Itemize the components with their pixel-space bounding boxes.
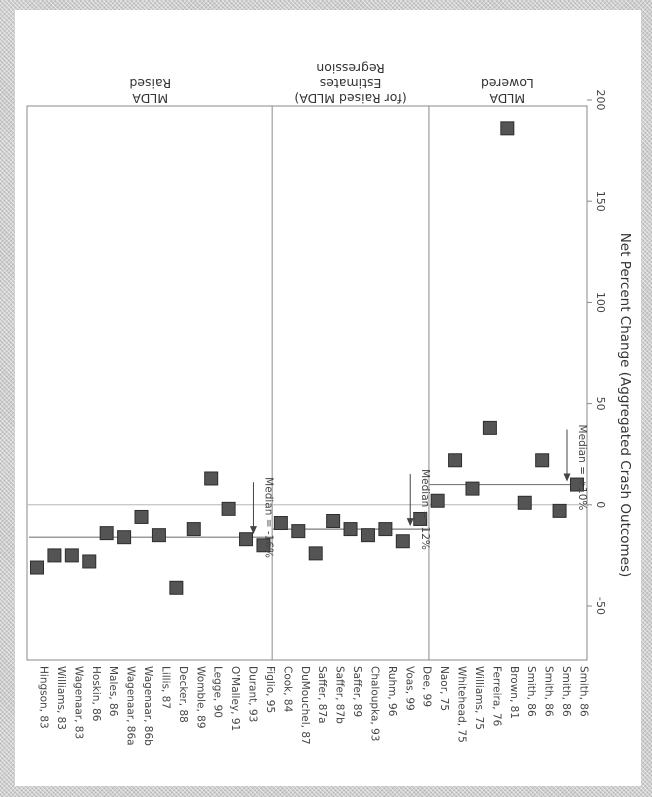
data-point: [326, 513, 341, 528]
x-tick-label: 100: [594, 292, 607, 313]
study-label: Figlio, 95: [264, 666, 276, 713]
study-label: Whitehead, 75: [456, 666, 468, 743]
x-tick-label: 0: [594, 501, 607, 508]
study-label: Saffer, 89: [351, 666, 363, 717]
median-annotations-layer: Median = +10% Median = -12% Median = -16%: [249, 425, 588, 558]
study-label: Voas, 99: [403, 666, 415, 711]
study-label: Smith, 86: [578, 666, 590, 717]
data-point: [256, 538, 271, 553]
data-point: [552, 503, 567, 518]
study-label: Saffer, 87b: [334, 666, 346, 724]
data-point: [239, 532, 254, 547]
data-point: [395, 534, 410, 549]
data-point: [117, 530, 132, 545]
study-label: Durant, 93: [247, 666, 259, 722]
data-point: [99, 526, 114, 541]
study-label: O'Malley, 91: [229, 666, 241, 731]
median-label: Median = +10%: [576, 425, 588, 511]
group-label-line: MLDA: [132, 91, 168, 106]
data-point: [430, 493, 445, 508]
study-label: Wagenaar, 83: [72, 666, 84, 739]
data-point: [535, 453, 550, 468]
study-label: Womble, 89: [194, 666, 206, 729]
median-label: Median = -12%: [419, 469, 431, 550]
data-point: [570, 477, 584, 492]
data-point: [482, 420, 497, 435]
study-label: Ruhm, 96: [386, 666, 398, 717]
group-label-line: Raised: [129, 76, 171, 91]
median-arrow-head: [563, 473, 571, 482]
data-point: [221, 501, 236, 516]
group-label-line: (for Raised MLDA): [294, 91, 406, 106]
study-label: Lillis, 87: [159, 666, 171, 709]
data-point: [64, 548, 79, 563]
study-label: Smith, 86: [560, 666, 572, 717]
data-point: [448, 453, 463, 468]
median-label: Median = -16%: [262, 477, 274, 558]
data-point: [47, 548, 62, 563]
data-point: [465, 481, 480, 496]
group-label-line: Lowered: [481, 76, 534, 91]
study-label: Chaloupka, 93: [368, 666, 380, 741]
median-arrow-head: [249, 526, 257, 535]
study-label: Hingson, 83: [38, 666, 50, 729]
data-points-layer: [30, 121, 584, 595]
x-tick-label: -50: [594, 597, 607, 615]
study-label: Saffer, 87a: [316, 666, 328, 724]
study-labels-layer: Hingson, 83 Williams, 83 Wagenaar, 83 Hoski…: [38, 666, 590, 746]
data-point: [500, 121, 515, 136]
data-point: [134, 509, 149, 524]
study-label: Legge, 90: [212, 666, 224, 718]
study-label: Smith, 86: [543, 666, 555, 717]
data-point: [413, 511, 428, 526]
x-axis-ticks-layer: -50 0 50 100 150 200: [587, 90, 607, 615]
study-label: Ferreira, 76: [490, 666, 502, 727]
group-label-line: MLDA: [489, 91, 525, 106]
data-point: [151, 528, 166, 543]
median-arrow-head: [406, 518, 414, 527]
chart-page: Median = +10% Median = -12% Median = -16% …: [15, 10, 641, 786]
data-point: [169, 580, 184, 595]
x-tick-label: 200: [594, 90, 607, 111]
data-point: [204, 471, 219, 486]
data-point: [308, 546, 323, 561]
study-label: Smith, 86: [525, 666, 537, 717]
data-point: [82, 554, 97, 569]
data-point: [378, 522, 393, 537]
data-point: [360, 528, 375, 543]
study-label: Decker, 88: [177, 666, 189, 723]
data-point: [343, 522, 358, 537]
study-label: Cook, 84: [281, 666, 293, 713]
data-point: [186, 522, 201, 537]
group-label-line: Estimates: [320, 76, 382, 91]
x-tick-label: 50: [594, 397, 607, 411]
x-axis-title: Net Percent Change (Aggregated Crash Out…: [617, 233, 633, 578]
plot-frame: [26, 105, 588, 661]
data-point: [517, 495, 532, 510]
study-label: DuMouchel, 87: [299, 666, 311, 745]
data-point: [291, 524, 306, 539]
study-label: Brown, 81: [508, 666, 520, 719]
study-label: Wagenaar, 86b: [142, 666, 154, 746]
study-label: Hoskin, 86: [90, 666, 102, 722]
study-label: Wagenaar, 86a: [125, 666, 137, 746]
data-point: [273, 516, 288, 531]
group-label-line: Regression: [316, 61, 384, 76]
study-label: Williams, 83: [55, 666, 67, 730]
study-label: Dee, 99: [421, 666, 433, 707]
study-label: Males, 86: [107, 666, 119, 717]
x-tick-label: 150: [594, 191, 607, 212]
study-label: Naor, 75: [438, 666, 450, 711]
data-point: [30, 560, 44, 575]
forest-scatter-chart: Median = +10%Median = -12%Median = -16% …: [26, 61, 633, 746]
study-label: Williams, 75: [473, 666, 485, 730]
group-dividers-layer: [271, 106, 430, 660]
